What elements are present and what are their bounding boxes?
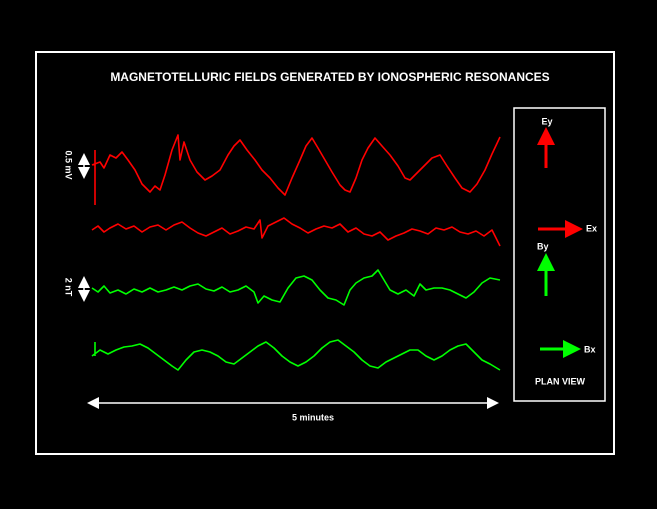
plan-view-box (513, 107, 606, 402)
title: MAGNETOTELLURIC FIELDS GENERATED BY IONO… (110, 70, 549, 84)
ex-trace (91, 217, 501, 247)
frame (35, 51, 615, 455)
by-label: By (537, 241, 549, 251)
scale-label: 0.5 mV (64, 150, 74, 179)
scale-label: 2 nT (64, 278, 74, 297)
plan-view-caption: PLAN VIEW (535, 376, 586, 386)
by-trace (91, 269, 501, 306)
bx-trace (91, 339, 501, 371)
ey-trace (91, 134, 501, 205)
bx-label: Bx (584, 344, 596, 354)
ex-label: Ex (586, 223, 597, 233)
ey-label: Ey (541, 116, 552, 126)
time-label: 5 minutes (292, 412, 334, 422)
